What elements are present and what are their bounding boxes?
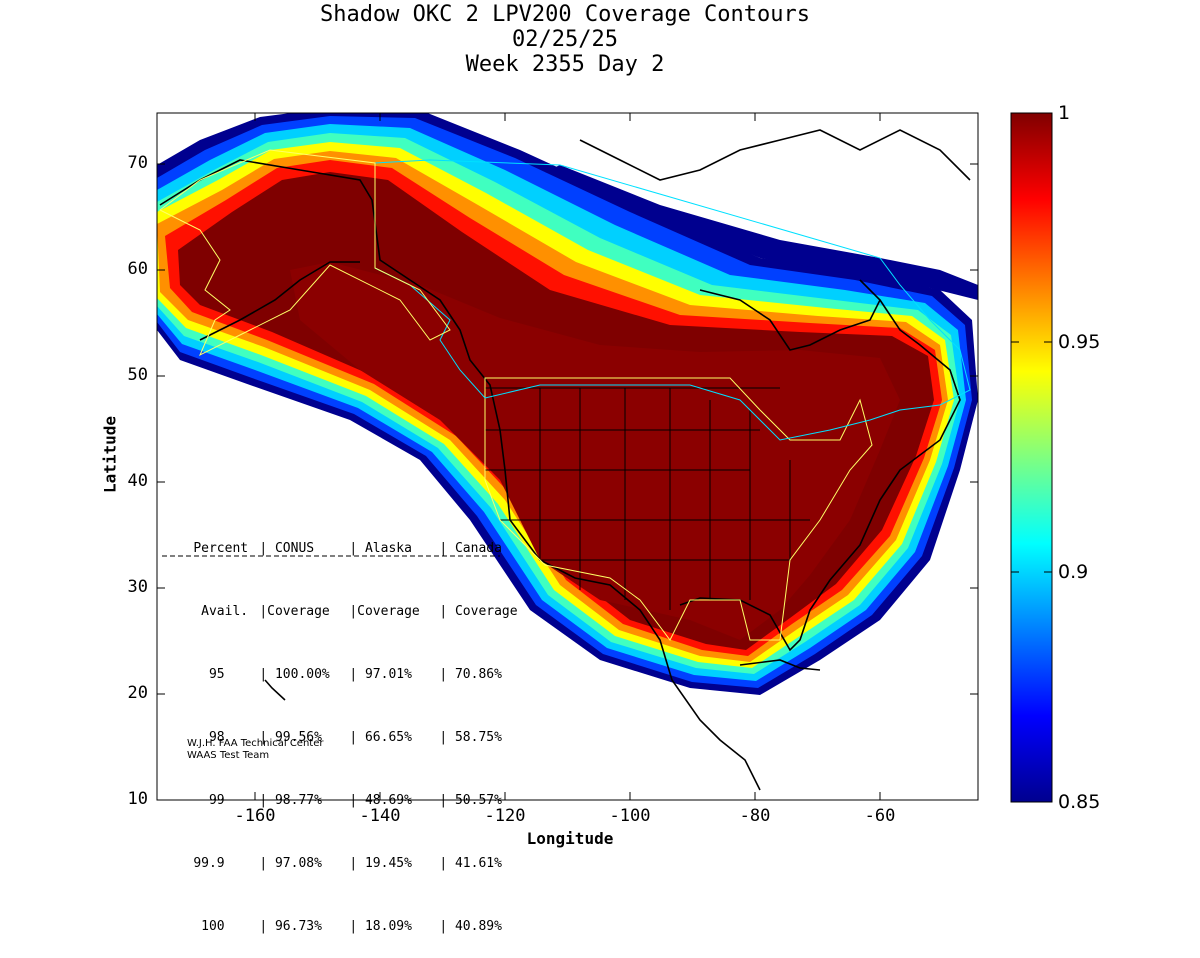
y-tick-label: 60 — [127, 259, 148, 279]
table-row: 99.9 | 97.08% | 19.45% | 41.61% — [162, 832, 523, 895]
x-tick-label: -160 — [234, 806, 276, 826]
y-tick-label: 20 — [127, 683, 148, 703]
x-tick-label: -100 — [609, 806, 651, 826]
table-cell: | 50.57% — [439, 793, 502, 808]
x-tick-label: -140 — [359, 806, 401, 826]
table-cell: | 70.86% — [439, 667, 502, 682]
table-cell: | 97.01% — [349, 667, 412, 682]
header-cell: | Alaska — [349, 541, 412, 556]
header-cell: | Canada — [439, 541, 502, 556]
colorbar-tick-label: 1 — [1058, 102, 1071, 124]
colorbar — [1010, 112, 1053, 803]
table-header: Avail. |Coverage |Coverage | Coverage — [162, 580, 523, 643]
table-cell: | 19.45% — [349, 856, 412, 871]
table-cell: | 48.69% — [349, 793, 412, 808]
table-cell: | 99.56% — [259, 730, 322, 745]
plot-frame — [156, 112, 979, 801]
colorbar-tick-label: 0.9 — [1058, 561, 1089, 583]
table-cell: | 18.09% — [349, 919, 412, 934]
y-axis-title: Latitude — [100, 415, 120, 494]
header-cell: Percent — [193, 541, 249, 556]
header-cell: Avail. — [193, 604, 249, 619]
colorbar-tick-label: 0.95 — [1058, 331, 1101, 353]
x-tick-label: -120 — [484, 806, 526, 826]
table-cell: | 58.75% — [439, 730, 502, 745]
table-cell: | 100.00% — [259, 667, 330, 682]
table-row: 100 | 96.73% | 18.09% | 40.89% — [162, 895, 523, 958]
table-cell: 99 — [193, 793, 225, 808]
header-cell: | Coverage — [439, 604, 518, 619]
colorbar-ticks — [1011, 341, 1052, 573]
header-cell: |Coverage — [259, 604, 330, 619]
table-row: 95 | 100.00% | 97.01% | 70.86% — [162, 643, 523, 706]
axis-ticks — [157, 113, 978, 800]
service-area-outlines — [159, 149, 971, 641]
credit-line: WAAS Test Team — [187, 750, 270, 761]
plot-title: Shadow OKC 2 LPV200 Coverage Contours — [319, 2, 811, 27]
y-tick-label: 10 — [127, 789, 148, 809]
table-cell: 99.9 — [193, 856, 225, 871]
plot-week: Week 2355 Day 2 — [465, 52, 665, 77]
credit-line: W.J.H. FAA Technical Center — [187, 738, 324, 749]
x-tick-label: -80 — [739, 806, 771, 826]
high-latitude-gap — [430, 113, 978, 285]
y-tick-label: 70 — [127, 153, 148, 173]
header-cell: |Coverage — [349, 604, 420, 619]
arctic-edge — [545, 165, 978, 300]
credit-text: W.J.H. FAA Technical Center WAAS Test Te… — [187, 738, 323, 762]
header-cell: | CONUS — [259, 541, 315, 556]
colorbar-tick-label: 0.85 — [1058, 791, 1101, 813]
table-cell: 95 — [193, 667, 225, 682]
table-cell: | 98.77% — [259, 793, 322, 808]
table-row: 99 | 98.77% | 48.69% | 50.57% — [162, 769, 523, 832]
table-cell: | 66.65% — [349, 730, 412, 745]
contour-core — [290, 262, 900, 640]
coverage-contours — [157, 113, 978, 791]
y-tick-label: 50 — [127, 365, 148, 385]
plot-date: 02/25/25 — [512, 27, 618, 52]
table-cell: 98 — [193, 730, 225, 745]
table-cell: | 41.61% — [439, 856, 502, 871]
table-cell: 100 — [193, 919, 225, 934]
y-tick-label: 30 — [127, 577, 148, 597]
state-borders — [485, 387, 810, 610]
table-header: Percent | CONUS | Alaska | Canada — [162, 517, 523, 580]
table-cell: | 40.89% — [439, 919, 502, 934]
table-cell: | 96.73% — [259, 919, 322, 934]
table-cell: | 97.08% — [259, 856, 322, 871]
x-tick-label: -60 — [864, 806, 896, 826]
coverage-map — [156, 112, 1053, 803]
table-row: 98 | 99.56% | 66.65% | 58.75% — [162, 706, 523, 769]
x-axis-title: Longitude — [526, 829, 614, 848]
y-tick-label: 40 — [127, 471, 148, 491]
